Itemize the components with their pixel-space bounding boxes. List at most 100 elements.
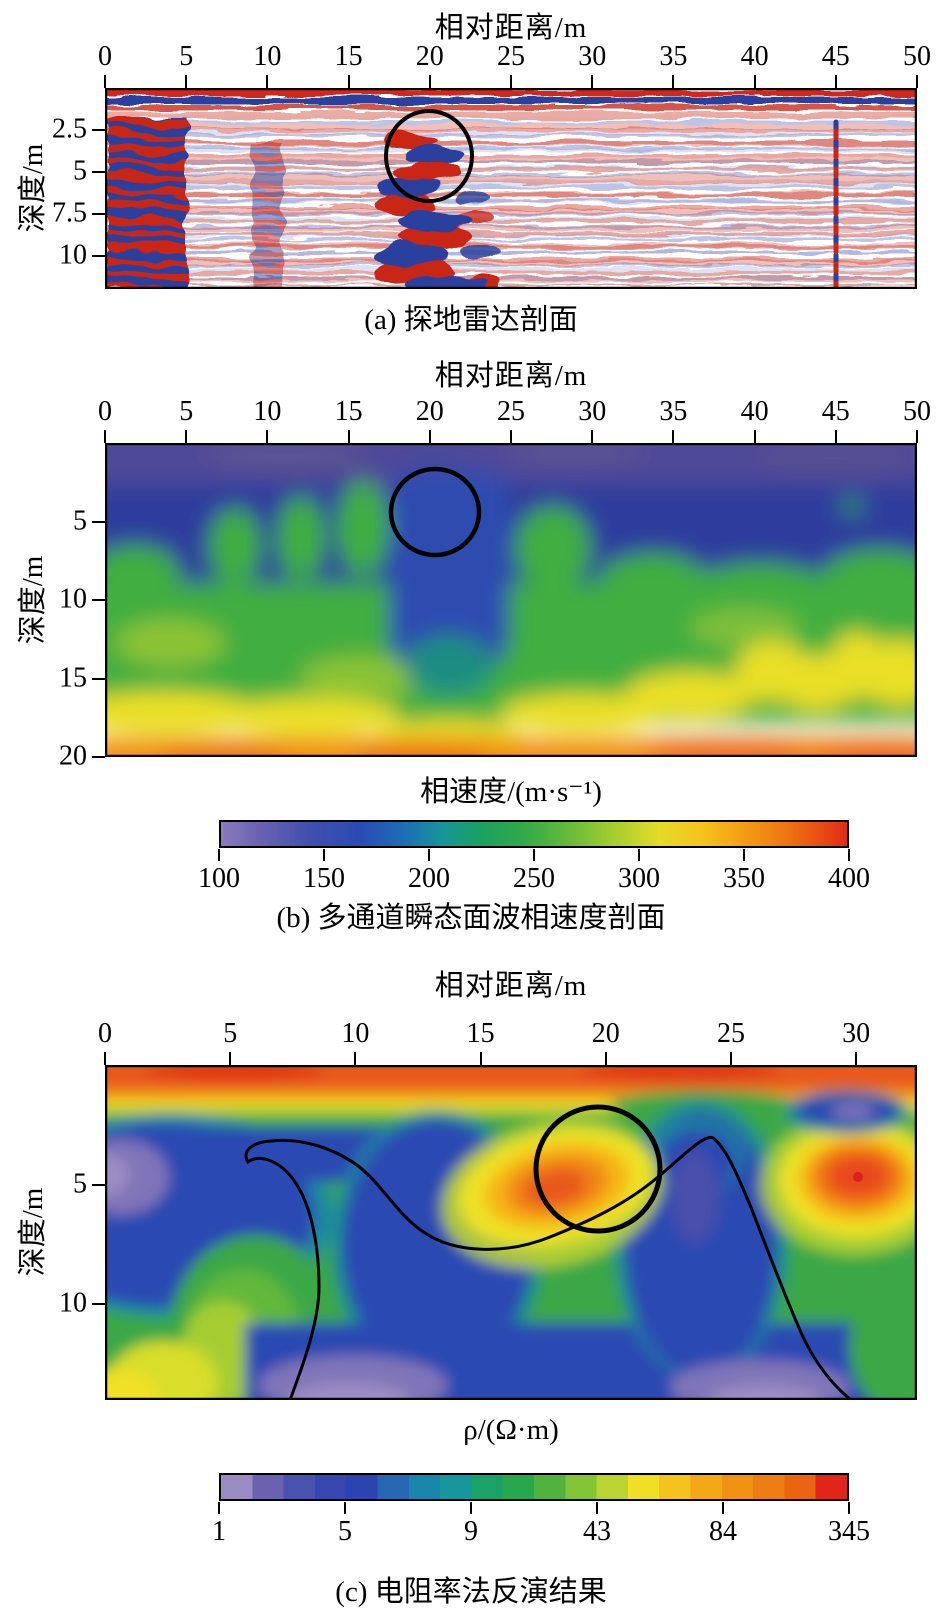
tick-mark	[672, 430, 675, 443]
tick-label: 43	[583, 1516, 611, 1547]
tick-mark	[347, 75, 350, 88]
tick-mark	[672, 75, 675, 88]
tick-mark	[92, 128, 105, 131]
tick-label: 10	[59, 583, 87, 615]
colorbar-c	[219, 1473, 849, 1501]
tick-label: 45	[821, 41, 850, 72]
tick-mark	[92, 677, 105, 680]
tick-mark	[185, 430, 188, 443]
panel-c-plot	[105, 1065, 917, 1400]
tick-mark	[533, 849, 535, 861]
tick-mark	[104, 75, 106, 88]
tick-label: 345	[828, 1516, 870, 1547]
tick-mark	[92, 520, 105, 523]
tick-label: 5	[73, 504, 87, 536]
tick-label: 20	[415, 396, 444, 427]
tick-mark	[834, 75, 837, 88]
panel-c-y-axis: 5 10	[59, 1065, 105, 1400]
tick-mark	[510, 75, 512, 88]
tick-label: 30	[578, 41, 607, 72]
tick-label: 10	[59, 238, 87, 270]
anomaly-circle-b	[388, 466, 482, 558]
tick-mark	[428, 430, 431, 443]
tick-label: 10	[341, 1018, 370, 1049]
tick-mark	[92, 756, 105, 758]
tick-label: 100	[198, 863, 240, 894]
resistivity-max-dot	[853, 1172, 863, 1182]
tick-label: 9	[464, 1516, 478, 1547]
tick-label: 30	[842, 1018, 871, 1049]
panel-c-y-label: 深度/m	[17, 1187, 49, 1277]
tick-label: 150	[303, 863, 345, 894]
tick-label: 45	[821, 396, 850, 427]
tick-mark	[729, 1052, 732, 1065]
tick-label: 35	[659, 396, 688, 427]
tick-mark	[92, 170, 105, 173]
tick-mark	[638, 849, 640, 861]
tick-mark	[428, 75, 431, 88]
tick-mark	[266, 430, 269, 443]
panel-a-plot	[105, 88, 917, 289]
tick-mark	[354, 1052, 357, 1065]
tick-label: 0	[98, 41, 112, 72]
tick-mark	[92, 254, 105, 257]
tick-mark	[510, 430, 512, 443]
tick-mark	[855, 1052, 858, 1065]
tick-label: 2.5	[52, 113, 87, 145]
panel-a-axis-title: 相对距离/m	[434, 12, 588, 44]
tick-label: 5	[338, 1516, 352, 1547]
panel-c-x-axis: 0 5 10 15 20 25 30	[98, 1018, 917, 1065]
tick-mark	[92, 212, 105, 215]
tick-mark	[848, 1502, 850, 1514]
tick-mark	[104, 430, 106, 443]
tick-label: 40	[740, 41, 769, 72]
panel-a-x-axis: 0 5 10 15 20 25 30 35 40 45 50	[98, 41, 931, 88]
panel-a-caption: (a) 探地雷达剖面	[364, 304, 578, 336]
tick-mark	[347, 430, 350, 443]
tick-mark	[743, 849, 745, 861]
gpr-section-image	[105, 88, 917, 289]
tick-label: 15	[334, 396, 363, 427]
tick-label: 15	[59, 661, 87, 693]
tick-mark	[753, 75, 756, 88]
tick-label: 350	[723, 863, 765, 894]
colorbar-b-title: 相速度/(m·s⁻¹)	[420, 776, 602, 808]
tick-label: 300	[618, 863, 660, 894]
anomaly-circle-a	[384, 109, 474, 203]
panel-a-y-label: 深度/m	[17, 143, 49, 233]
panel-b-y-label: 深度/m	[17, 555, 49, 645]
tick-label: 84	[709, 1516, 737, 1547]
tick-mark	[916, 430, 918, 443]
panel-b-plot	[105, 443, 917, 757]
tick-label: 20	[415, 41, 444, 72]
colorbar-c-axis: 1 5 9 43 84 345	[212, 1502, 870, 1548]
tick-mark	[479, 1052, 482, 1065]
tick-mark	[596, 1502, 598, 1514]
tick-label: 50	[903, 396, 931, 427]
tick-label: 10	[253, 396, 282, 427]
resistivity-contour-line	[244, 1135, 852, 1400]
tick-label: 5	[179, 41, 194, 72]
panel-b-y-axis: 5 10 15 20	[59, 443, 105, 771]
tick-mark	[916, 75, 918, 88]
tick-mark	[470, 1502, 472, 1514]
tick-mark	[428, 849, 430, 861]
tick-mark	[753, 430, 756, 443]
tick-label: 25	[497, 396, 525, 427]
tick-mark	[848, 849, 850, 861]
panel-b-x-axis: 0 5 10 15 20 25 30 35 40 45 50	[98, 396, 931, 443]
tick-mark	[344, 1502, 346, 1514]
tick-label: 5	[179, 396, 194, 427]
tick-mark	[92, 1303, 105, 1306]
tick-mark	[604, 1052, 607, 1065]
tick-label: 5	[223, 1018, 238, 1049]
tick-label: 30	[578, 396, 607, 427]
tick-label: 25	[716, 1018, 745, 1049]
tick-label: 20	[59, 740, 87, 772]
tick-mark	[722, 1502, 724, 1514]
tick-label: 10	[253, 41, 282, 72]
panel-c-axis-title: 相对距离/m	[434, 970, 588, 1002]
phase-velocity-section-image	[105, 443, 917, 757]
colorbar-b-axis: 100 150 200 250 300 350 400	[198, 849, 870, 895]
tick-mark	[229, 1052, 232, 1065]
